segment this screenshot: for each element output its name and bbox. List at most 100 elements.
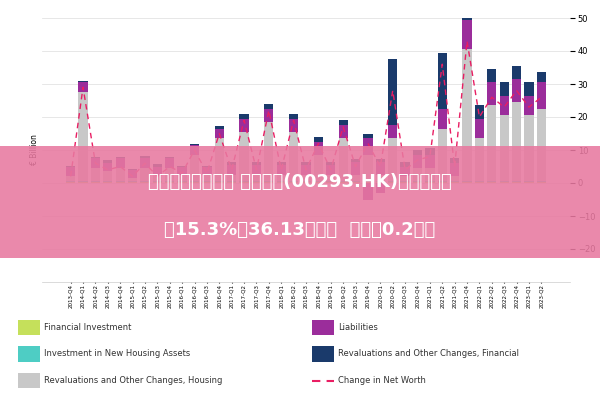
Bar xyxy=(178,181,187,182)
Bar xyxy=(312,320,334,335)
Bar xyxy=(190,181,199,182)
Bar xyxy=(314,137,323,142)
Bar xyxy=(425,155,434,168)
Bar xyxy=(18,346,40,362)
Bar xyxy=(413,155,422,168)
Bar xyxy=(537,109,546,181)
Bar xyxy=(289,114,298,119)
Bar xyxy=(450,158,459,163)
Bar xyxy=(128,178,137,181)
Bar xyxy=(178,182,187,183)
Bar xyxy=(264,182,274,183)
Bar xyxy=(450,181,459,182)
Bar xyxy=(400,181,410,182)
Bar xyxy=(437,109,447,128)
Bar xyxy=(326,175,335,181)
Bar xyxy=(66,182,75,183)
Bar xyxy=(79,181,88,182)
Bar xyxy=(79,81,88,82)
Bar xyxy=(487,106,496,181)
Bar xyxy=(425,182,434,183)
Bar xyxy=(153,175,162,181)
Bar xyxy=(351,181,360,182)
Bar xyxy=(425,148,434,155)
Bar xyxy=(314,142,323,155)
Bar xyxy=(289,181,298,182)
Bar xyxy=(227,162,236,165)
Bar xyxy=(215,126,224,128)
Bar xyxy=(376,182,385,183)
Bar xyxy=(500,182,509,183)
Bar xyxy=(524,181,533,182)
Bar xyxy=(437,53,447,109)
Bar xyxy=(400,162,410,166)
Bar xyxy=(463,181,472,182)
Bar xyxy=(437,182,447,183)
Bar xyxy=(338,125,348,138)
Bar xyxy=(128,170,137,178)
Text: Revaluations and Other Changes, Financial: Revaluations and Other Changes, Financia… xyxy=(338,350,519,358)
Bar xyxy=(140,182,149,183)
Bar xyxy=(190,145,199,155)
Bar xyxy=(376,162,385,175)
Bar xyxy=(116,181,125,182)
Bar xyxy=(376,175,385,181)
Text: Revaluations and Other Changes, Housing: Revaluations and Other Changes, Housing xyxy=(44,376,223,385)
Bar xyxy=(338,181,348,182)
Bar xyxy=(239,114,249,119)
Bar xyxy=(326,162,335,165)
Bar xyxy=(351,175,360,181)
Bar xyxy=(153,164,162,166)
Bar xyxy=(165,157,175,158)
Bar xyxy=(500,96,509,115)
Bar xyxy=(116,157,125,158)
Bar xyxy=(153,181,162,182)
Bar xyxy=(500,181,509,182)
Bar xyxy=(91,158,100,168)
Bar xyxy=(239,181,249,182)
Bar xyxy=(388,59,397,125)
Bar xyxy=(202,175,212,181)
Bar xyxy=(487,69,496,82)
Bar xyxy=(500,115,509,181)
Bar xyxy=(314,182,323,183)
Bar xyxy=(475,119,484,138)
Bar xyxy=(487,181,496,182)
Bar xyxy=(190,182,199,183)
Bar xyxy=(376,159,385,162)
Bar xyxy=(140,158,149,168)
Bar xyxy=(165,168,175,181)
Bar xyxy=(128,169,137,170)
Bar xyxy=(264,181,274,182)
Bar xyxy=(116,182,125,183)
Bar xyxy=(66,181,75,182)
Bar xyxy=(202,181,212,182)
Bar xyxy=(165,181,175,182)
Bar xyxy=(524,96,533,115)
Bar xyxy=(66,166,75,176)
Bar xyxy=(363,138,373,155)
Bar xyxy=(351,182,360,183)
Bar xyxy=(450,182,459,183)
Bar xyxy=(79,82,88,92)
Bar xyxy=(363,183,373,200)
Bar xyxy=(437,181,447,182)
Bar xyxy=(475,182,484,183)
Bar xyxy=(128,182,137,183)
Bar xyxy=(475,138,484,181)
Bar xyxy=(326,182,335,183)
Bar xyxy=(388,182,397,183)
Bar xyxy=(103,163,112,172)
Bar xyxy=(388,138,397,181)
Bar xyxy=(18,373,40,388)
Bar xyxy=(363,155,373,181)
Bar xyxy=(301,175,311,181)
Text: Financial Investment: Financial Investment xyxy=(44,323,131,332)
Bar xyxy=(128,181,137,182)
Bar xyxy=(524,82,533,96)
Bar xyxy=(376,181,385,182)
Bar xyxy=(66,176,75,181)
Bar xyxy=(289,132,298,181)
Bar xyxy=(314,181,323,182)
Bar xyxy=(450,163,459,176)
